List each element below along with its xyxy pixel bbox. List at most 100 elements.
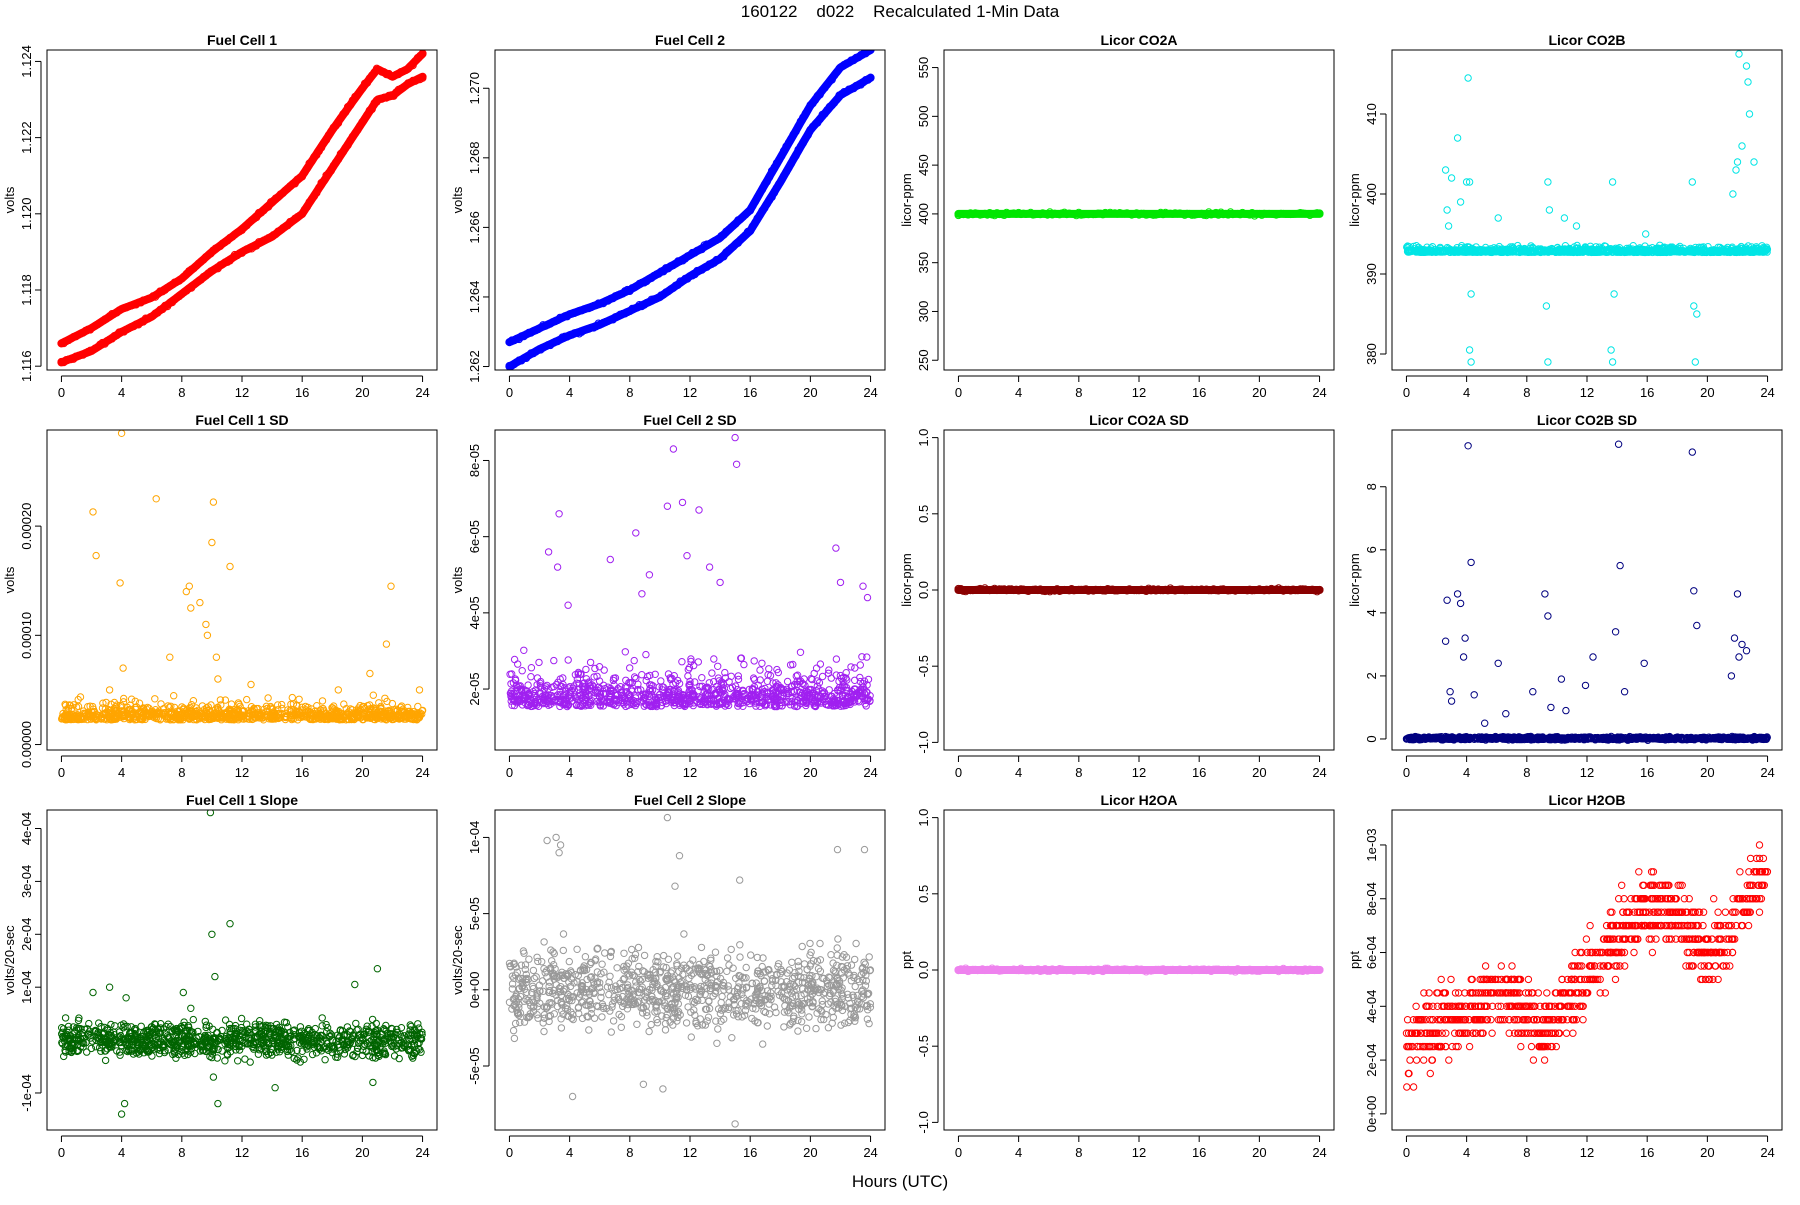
x-tick-label: 4 (118, 385, 125, 400)
panel-title: Licor CO2A SD (1089, 412, 1189, 428)
panel-title: Licor CO2B SD (1537, 412, 1637, 428)
y-tick-label: 400 (1364, 183, 1379, 205)
outlier-point (1448, 175, 1454, 181)
data-point (709, 670, 715, 676)
data-point (152, 696, 158, 702)
x-tick-label: 16 (1640, 385, 1654, 400)
outlier-point (120, 665, 126, 671)
outlier-point (93, 552, 99, 558)
y-tick-label: 4e-05 (467, 596, 482, 629)
y-tick-label: 1.116 (19, 350, 34, 382)
x-tick-label: 0 (955, 765, 962, 780)
x-tick-label: 8 (1075, 765, 1082, 780)
outlier-point (556, 511, 562, 517)
outlier-point (90, 509, 96, 515)
data-point (699, 675, 705, 681)
panel-title: Fuel Cell 2 (655, 32, 725, 48)
x-tick-label: 20 (1252, 765, 1266, 780)
outlier-point (1573, 223, 1579, 229)
y-tick-label: 1.266 (467, 211, 482, 244)
outlier-point (679, 499, 685, 505)
x-tick-label: 24 (863, 765, 877, 780)
outlier-point (1734, 159, 1740, 165)
data-point (741, 661, 747, 667)
data-points (1403, 441, 1770, 744)
outlier-point (1495, 215, 1501, 221)
data-point (679, 659, 685, 665)
y-tick-label: 1.268 (467, 142, 482, 175)
x-tick-label: 8 (626, 385, 633, 400)
outlier-point (1442, 167, 1448, 173)
x-tick-label: 12 (235, 385, 249, 400)
y-tick-label: 0.00010 (19, 612, 34, 659)
outlier-point (860, 583, 866, 589)
y-tick-label: -1.0 (916, 731, 931, 753)
y-tick-label: 250 (916, 349, 931, 371)
outlier-point (1465, 75, 1471, 81)
outlier-point (1694, 311, 1700, 317)
y-axis-label: licor-ppm (899, 173, 914, 226)
x-tick-label: 20 (803, 765, 817, 780)
y-tick-label: 1.270 (467, 72, 482, 105)
y-axis-label: volts (2, 566, 17, 593)
data-point (528, 674, 534, 680)
x-tick-label: 20 (355, 765, 369, 780)
y-tick-label: 300 (916, 301, 931, 323)
data-point (601, 667, 607, 673)
outlier-point (248, 681, 254, 687)
y-tick-label: 1.264 (467, 281, 482, 314)
outlier-point (1561, 215, 1567, 221)
data-point (797, 649, 803, 655)
outlier-point (554, 564, 560, 570)
y-tick-label: 550 (916, 57, 931, 79)
x-tick-label: 16 (295, 385, 309, 400)
data-point (819, 673, 825, 679)
y-tick-label: 0.00000 (19, 721, 34, 768)
outlier-point (1457, 199, 1463, 205)
x-tick-label: 12 (235, 765, 249, 780)
data-point (521, 647, 527, 653)
x-tick-label: 16 (743, 765, 757, 780)
outlier-point (565, 602, 571, 608)
outlier-point (167, 654, 173, 660)
data-point (565, 657, 571, 663)
y-tick-label: 1.262 (467, 350, 482, 383)
data-point (757, 667, 763, 673)
outlier-point (1545, 179, 1551, 185)
outlier-point (1691, 303, 1697, 309)
outlier-point (1445, 223, 1451, 229)
outlier-point (706, 564, 712, 570)
x-tick-label: 0 (506, 765, 513, 780)
data-points (507, 434, 873, 709)
data-point (711, 656, 717, 662)
panel-title: Fuel Cell 1 SD (195, 412, 288, 428)
x-tick-label: 16 (1192, 765, 1206, 780)
outlier-point (1733, 167, 1739, 173)
x-tick-label: 20 (1252, 385, 1266, 400)
y-tick-label: 1.120 (19, 198, 34, 231)
x-tick-label: 12 (1132, 385, 1146, 400)
x-tick-label: 16 (295, 765, 309, 780)
y-axis-label: licor-ppm (1347, 173, 1362, 226)
x-tick-label: 0 (955, 385, 962, 400)
y-tick-label: 400 (916, 203, 931, 225)
data-point (587, 659, 593, 665)
data-point (728, 673, 734, 679)
panel-title: Fuel Cell 1 (207, 32, 277, 48)
x-tick-label: 4 (1463, 385, 1470, 400)
data-point (759, 660, 765, 666)
outlier-point (1608, 347, 1614, 353)
x-tick-label: 24 (1312, 385, 1326, 400)
data-point (833, 672, 839, 678)
outlier-point (664, 503, 670, 509)
outlier-point (607, 556, 613, 562)
y-tick-label: 500 (916, 105, 931, 127)
x-tick-label: 8 (178, 765, 185, 780)
x-tick-label: 24 (1312, 765, 1326, 780)
x-tick-label: 16 (1192, 385, 1206, 400)
